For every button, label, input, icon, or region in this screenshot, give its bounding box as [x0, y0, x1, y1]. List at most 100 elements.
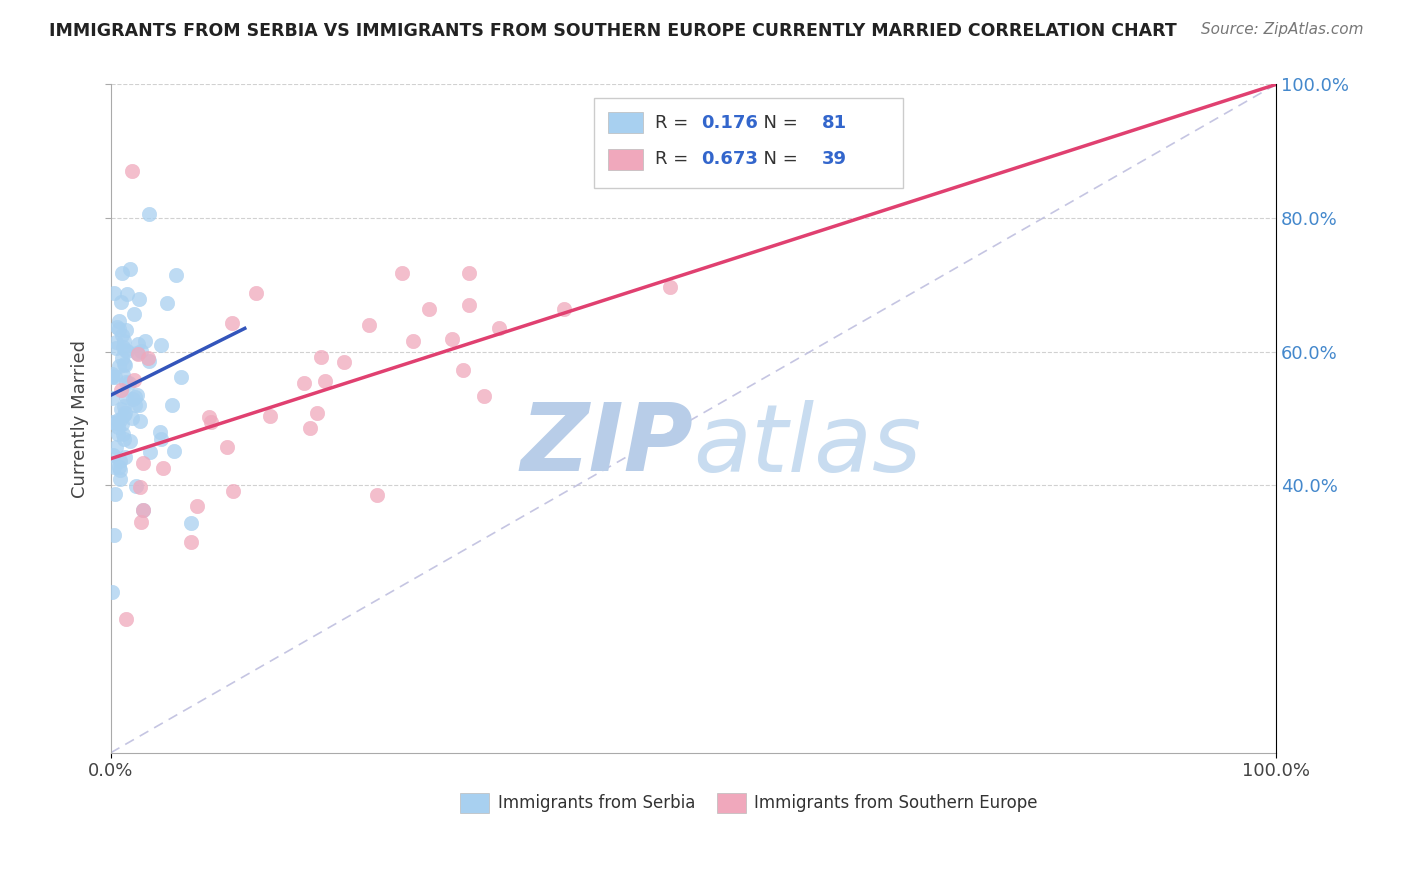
Point	[110, 463, 132, 477]
Point	[170, 370, 193, 384]
Point	[127, 347, 149, 361]
Point	[111, 417, 134, 432]
Point	[165, 268, 187, 282]
Point	[160, 399, 183, 413]
Point	[156, 296, 179, 310]
Text: R =: R =	[655, 150, 695, 169]
FancyBboxPatch shape	[595, 98, 903, 188]
Point	[134, 334, 156, 348]
Point	[129, 515, 152, 529]
Text: 81: 81	[821, 113, 846, 131]
Text: 0.673: 0.673	[702, 150, 758, 169]
FancyBboxPatch shape	[609, 149, 644, 170]
Point	[115, 286, 138, 301]
Point	[112, 368, 135, 382]
Point	[108, 413, 131, 427]
Text: Immigrants from Serbia: Immigrants from Serbia	[498, 794, 695, 812]
Point	[103, 459, 125, 474]
Point	[152, 460, 174, 475]
Point	[132, 503, 155, 517]
Point	[105, 334, 128, 349]
FancyBboxPatch shape	[717, 793, 745, 813]
Point	[121, 164, 143, 178]
Point	[659, 280, 682, 294]
Point	[125, 479, 148, 493]
Point	[359, 318, 381, 332]
Point	[115, 612, 138, 626]
Point	[105, 441, 128, 455]
Point	[186, 499, 208, 513]
Point	[101, 448, 124, 462]
Point	[112, 334, 135, 349]
Point	[110, 294, 132, 309]
Point	[451, 363, 474, 377]
Text: Immigrants from Southern Europe: Immigrants from Southern Europe	[754, 794, 1038, 812]
Text: ZIP: ZIP	[520, 400, 693, 491]
Point	[110, 454, 132, 468]
Point	[332, 355, 354, 369]
Text: IMMIGRANTS FROM SERBIA VS IMMIGRANTS FROM SOUTHERN EUROPE CURRENTLY MARRIED CORR: IMMIGRANTS FROM SERBIA VS IMMIGRANTS FRO…	[49, 22, 1177, 40]
FancyBboxPatch shape	[460, 793, 489, 813]
Point	[122, 307, 145, 321]
Point	[139, 445, 162, 459]
Point	[124, 398, 146, 412]
Point	[107, 359, 129, 373]
Point	[112, 399, 135, 413]
Point	[122, 392, 145, 406]
Point	[259, 409, 281, 423]
Point	[138, 353, 160, 368]
Point	[309, 351, 332, 365]
Point	[103, 285, 125, 300]
Point	[128, 398, 150, 412]
Point	[131, 503, 153, 517]
Point	[217, 440, 239, 454]
Point	[138, 207, 160, 221]
Point	[107, 420, 129, 434]
Point	[402, 334, 425, 348]
Point	[488, 320, 510, 334]
Point	[111, 351, 134, 366]
Point	[131, 344, 153, 359]
Point	[114, 450, 136, 465]
Point	[117, 376, 139, 390]
Point	[111, 340, 134, 354]
Text: 0.176: 0.176	[702, 113, 758, 131]
Point	[107, 322, 129, 336]
Point	[458, 267, 481, 281]
Point	[124, 390, 146, 404]
Point	[245, 285, 267, 300]
Point	[132, 456, 155, 470]
Point	[112, 357, 135, 371]
Point	[198, 409, 221, 424]
Point	[117, 344, 139, 359]
Point	[127, 345, 149, 359]
Point	[150, 338, 173, 352]
FancyBboxPatch shape	[609, 112, 644, 133]
Point	[118, 434, 141, 448]
Point	[221, 316, 243, 330]
Y-axis label: Currently Married: Currently Married	[72, 340, 89, 498]
Point	[110, 383, 132, 397]
Point	[418, 301, 440, 316]
Point	[391, 266, 413, 280]
Point	[292, 376, 315, 390]
Point	[101, 370, 124, 384]
Point	[180, 516, 202, 531]
Point	[121, 410, 143, 425]
Point	[103, 487, 125, 501]
Point	[127, 336, 149, 351]
Point	[111, 266, 134, 280]
Point	[458, 298, 481, 312]
Point	[114, 343, 136, 357]
Point	[200, 415, 222, 429]
Point	[108, 459, 131, 474]
Point	[366, 488, 388, 502]
Point	[107, 413, 129, 427]
Point	[104, 416, 127, 430]
Point	[115, 390, 138, 404]
Point	[222, 483, 245, 498]
Point	[114, 358, 136, 372]
Point	[104, 341, 127, 355]
Point	[112, 433, 135, 447]
Point	[107, 314, 129, 328]
